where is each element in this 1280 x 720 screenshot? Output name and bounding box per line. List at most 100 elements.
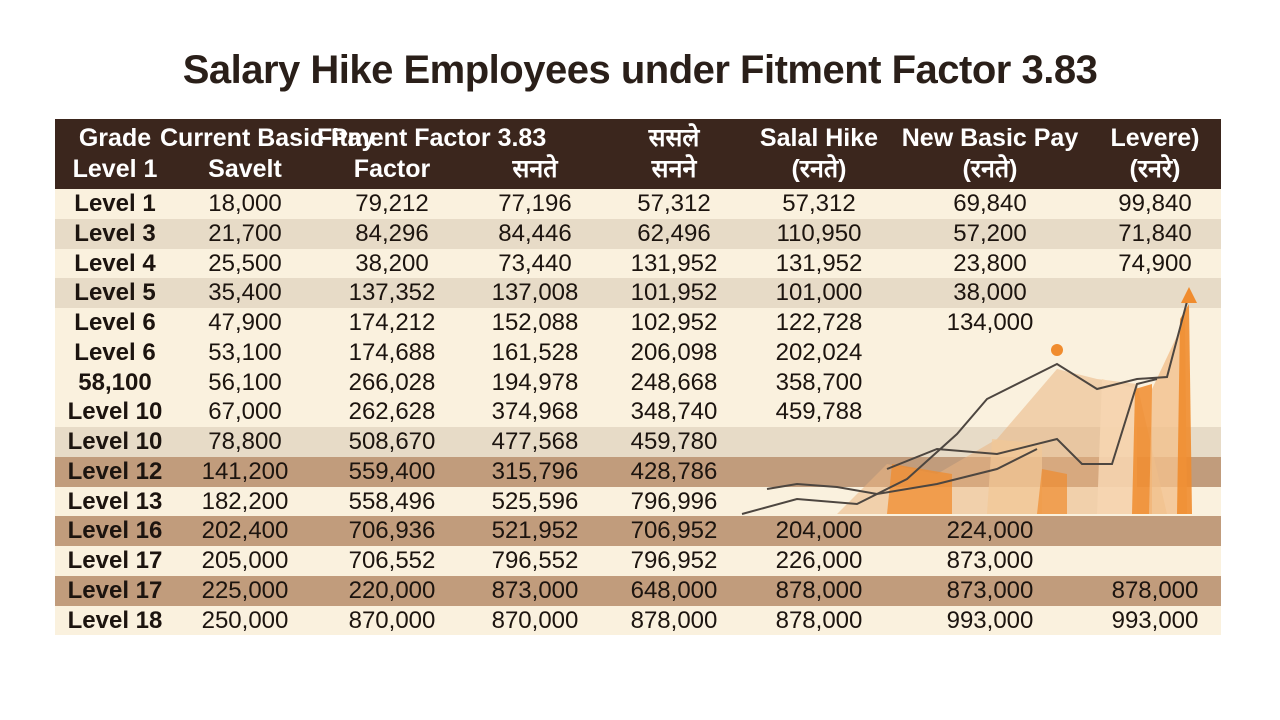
table-row: 58,100 56,100 266,028 194,978 248,668 358,700 <box>55 367 1221 398</box>
value-cell: 315,796 <box>491 457 579 485</box>
value-cell: 101,000 <box>775 279 863 307</box>
grade-cell: 58,100 <box>78 368 152 396</box>
column-header-line: (रनते) <box>962 155 1018 183</box>
value-cell: 205,000 <box>201 547 289 574</box>
value-cell: 78,800 <box>208 428 282 455</box>
value-cell <box>1090 427 1220 457</box>
grade-cell: Level 12 <box>67 457 163 485</box>
value-cell: 102,952 <box>630 309 718 336</box>
value-cell <box>895 397 1085 427</box>
value-cell: 141,200 <box>201 457 289 485</box>
value-cell: 706,952 <box>630 517 718 545</box>
value-cell: 21,700 <box>208 219 282 247</box>
value-cell: 558,496 <box>348 487 436 515</box>
value-cell: 873,000 <box>946 547 1034 574</box>
value-cell <box>895 368 1085 398</box>
column-header-line <box>465 123 605 154</box>
table-row: Level 6 47,900 174,212 152,088 102,952 122,72… <box>55 308 1221 338</box>
value-cell: 993,000 <box>946 606 1034 634</box>
value-cell: 131,952 <box>775 249 863 277</box>
column-header-line: Factor <box>353 155 431 183</box>
value-cell: 706,936 <box>348 517 436 545</box>
value-cell: 62,496 <box>637 219 711 247</box>
value-cell: 73,440 <box>498 249 572 277</box>
column-header-line: सनते <box>512 155 558 183</box>
value-cell: 53,100 <box>208 338 282 366</box>
grade-cell: Level 1 <box>74 190 156 217</box>
value-cell: 25,500 <box>208 249 282 277</box>
grade-cell: Level 10 <box>67 398 163 426</box>
column-header-line: (रनरे) <box>1129 155 1181 183</box>
column-header-line: Current Basic Pay <box>160 124 376 152</box>
value-cell: 202,400 <box>201 517 289 545</box>
column-header-line: Savelt <box>208 155 282 183</box>
value-cell: 18,000 <box>208 190 282 217</box>
value-cell <box>1090 487 1220 517</box>
grade-cell: Level 10 <box>67 428 163 455</box>
value-cell: 74,900 <box>1118 249 1192 277</box>
column-header: Salal Hike (रनते) <box>749 123 889 185</box>
value-cell: 101,952 <box>630 279 718 307</box>
table-row: Level 16 202,400 706,936 521,952 706,952 204,… <box>55 516 1221 546</box>
value-cell: 508,670 <box>348 428 436 455</box>
value-cell: 79,212 <box>355 190 429 217</box>
value-cell <box>895 427 1085 457</box>
value-cell: 57,312 <box>782 190 856 217</box>
value-cell: 57,200 <box>953 219 1027 247</box>
column-header-line: (रनते) <box>791 155 847 183</box>
value-cell: 993,000 <box>1111 606 1199 634</box>
column-header-line: ससले <box>648 124 700 152</box>
value-cell: 225,000 <box>201 576 289 604</box>
column-header: सनते <box>465 123 605 185</box>
grade-cell: Level 17 <box>67 576 163 604</box>
value-cell: 220,000 <box>348 576 436 604</box>
value-cell <box>895 457 1085 487</box>
value-cell: 71,840 <box>1118 219 1192 247</box>
value-cell: 266,028 <box>348 368 436 396</box>
value-cell: 358,700 <box>775 368 863 396</box>
value-cell: 38,200 <box>355 249 429 277</box>
value-cell: 706,552 <box>348 547 436 574</box>
column-header: Grade Level 1 <box>55 123 175 185</box>
value-cell <box>895 487 1085 517</box>
table-row: Level 5 35,400 137,352 137,008 101,952 101,00… <box>55 278 1221 308</box>
value-cell: 870,000 <box>491 606 579 634</box>
column-header: ससले सनने <box>604 123 744 185</box>
table-row: Level 13 182,200 558,496 525,596 796,996 <box>55 486 1221 517</box>
table-row: Level 6 53,100 174,688 161,528 206,098 202,02… <box>55 337 1221 368</box>
value-cell: 38,000 <box>953 279 1027 307</box>
grade-cell: Level 16 <box>67 517 163 545</box>
value-cell: 67,000 <box>208 398 282 426</box>
grade-cell: Level 3 <box>74 219 156 247</box>
table-row: Level 10 67,000 262,628 374,968 348,740 459,7… <box>55 397 1221 427</box>
value-cell: 796,552 <box>491 547 579 574</box>
column-header-line: Fitment Factor 3.83 <box>317 124 547 152</box>
value-cell: 137,352 <box>348 279 436 307</box>
value-cell: 134,000 <box>946 309 1034 336</box>
grade-cell: Level 13 <box>67 487 163 515</box>
value-cell: 206,098 <box>630 338 718 366</box>
grade-cell: Level 6 <box>74 309 156 336</box>
value-cell: 224,000 <box>946 517 1034 545</box>
value-cell: 137,008 <box>491 279 579 307</box>
value-cell: 525,596 <box>491 487 579 515</box>
value-cell <box>895 338 1085 368</box>
grade-cell: Level 6 <box>74 338 156 366</box>
value-cell: 69,840 <box>953 190 1027 217</box>
value-cell: 374,968 <box>491 398 579 426</box>
page-title: Salary Hike Employees under Fitment Fact… <box>182 48 1098 92</box>
value-cell: 521,952 <box>491 517 579 545</box>
value-cell: 870,000 <box>348 606 436 634</box>
value-cell: 559,400 <box>348 457 436 485</box>
value-cell <box>749 427 889 457</box>
value-cell <box>1090 278 1220 308</box>
table-row: Level 17 205,000 706,552 796,552 796,952 226,… <box>55 546 1221 576</box>
column-header-line: Salal Hike <box>759 124 879 152</box>
value-cell: 428,786 <box>630 457 718 485</box>
value-cell: 348,740 <box>630 398 718 426</box>
value-cell <box>1090 368 1220 398</box>
value-cell: 648,000 <box>630 576 718 604</box>
grade-cell: Level 17 <box>67 547 163 574</box>
value-cell: 459,780 <box>630 428 718 455</box>
grade-cell: Level 5 <box>74 279 156 307</box>
